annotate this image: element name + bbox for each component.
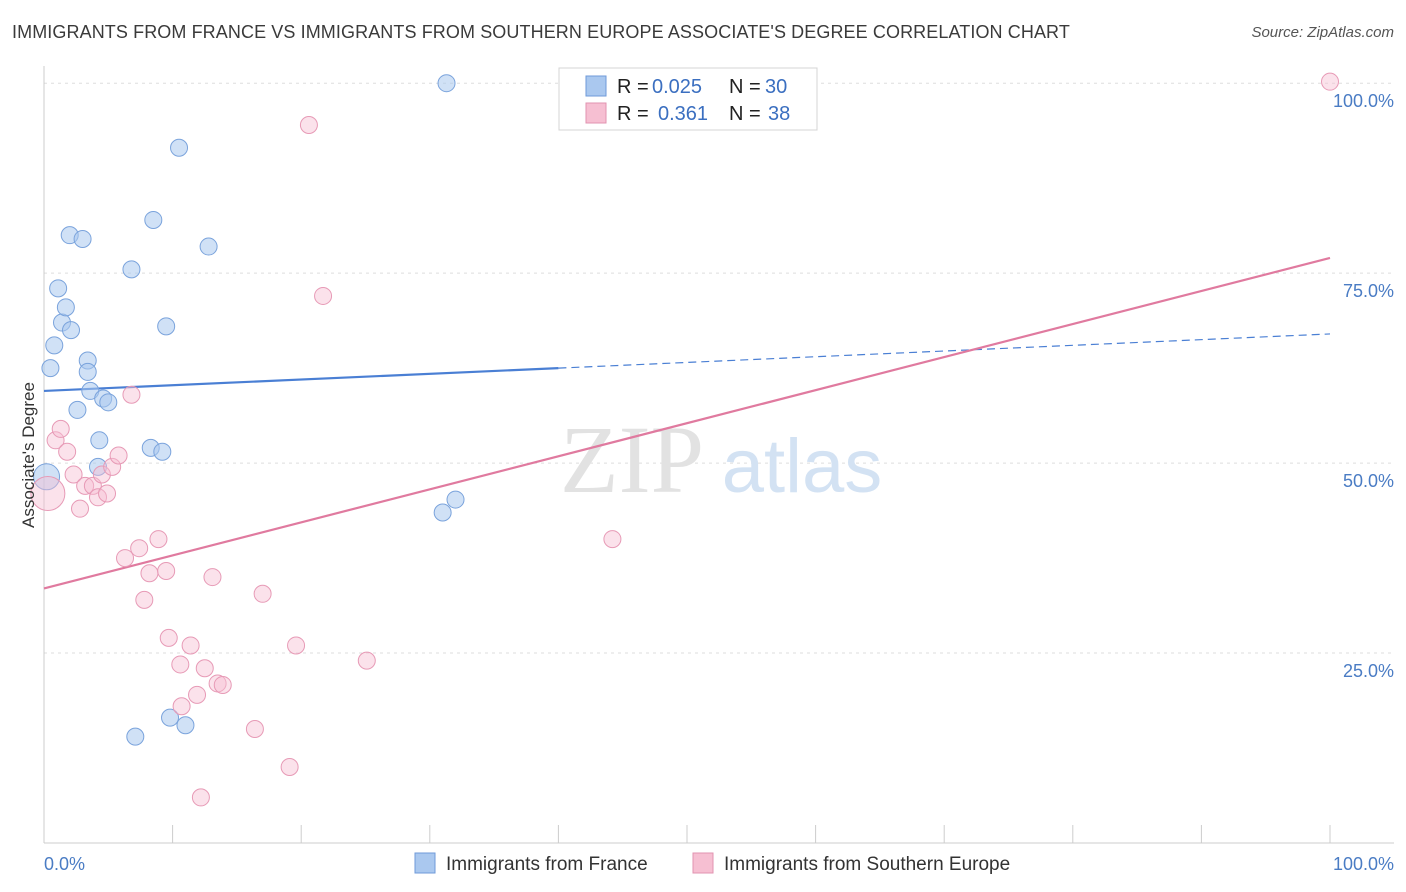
point-france	[176, 716, 195, 735]
grid-layer	[44, 82, 1394, 654]
y-tick-label: 75.0%	[1343, 281, 1394, 301]
point-southern	[357, 651, 376, 670]
point-france	[433, 503, 452, 522]
trend-line-southern	[43, 256, 1331, 590]
point-southern	[172, 697, 191, 716]
point-southern	[122, 385, 141, 404]
point-southern	[213, 675, 232, 694]
point-southern	[159, 628, 178, 647]
point-france	[62, 321, 81, 340]
point-france	[446, 490, 465, 509]
point-southern	[58, 442, 77, 461]
point-southern	[89, 488, 108, 507]
legend-n-value-southern: 38	[768, 103, 790, 125]
point-france	[122, 260, 141, 279]
point-southern	[203, 568, 222, 587]
point-southern	[287, 636, 306, 655]
point-southern	[130, 539, 149, 558]
point-france	[41, 359, 60, 378]
point-france	[99, 393, 118, 412]
point-france	[199, 237, 218, 256]
bottom-legend-label-southern: Immigrants from Southern Europe	[724, 854, 1010, 875]
point-southern	[245, 720, 264, 739]
bottom-legend-swatch-france	[414, 852, 436, 874]
legend-r-label-france: R =	[617, 76, 649, 98]
legend-r-value-france: 0.025	[652, 76, 702, 98]
point-southern	[76, 476, 95, 495]
x-tick-label-max: 100.0%	[1333, 854, 1394, 874]
legend-r-value-southern: 0.361	[658, 103, 708, 125]
point-southern	[157, 561, 176, 580]
point-france	[153, 442, 172, 461]
point-france	[73, 229, 92, 248]
legend-n-label-france: N =	[729, 76, 761, 98]
point-southern	[280, 758, 299, 777]
point-france	[170, 138, 189, 157]
point-southern	[188, 685, 207, 704]
bottom-legend-label-france: Immigrants from France	[446, 854, 648, 875]
point-southern	[51, 419, 70, 438]
trend-lines	[43, 256, 1331, 590]
point-southern	[109, 446, 128, 465]
source-label: Source: ZipAtlas.com	[1251, 24, 1394, 41]
point-southern	[1321, 72, 1339, 91]
point-france	[90, 431, 109, 450]
point-france	[144, 210, 163, 229]
point-southern	[92, 465, 111, 484]
legend-n-label-southern: N =	[729, 103, 761, 125]
legend-swatch-france	[585, 75, 607, 97]
point-southern	[171, 655, 190, 674]
point-southern	[314, 286, 333, 305]
legend-n-value-france: 30	[765, 76, 787, 98]
watermark-zip: ZIP	[560, 406, 704, 513]
point-southern	[30, 475, 66, 511]
y-tick-labels: 25.0% 50.0% 75.0% 100.0%	[1333, 91, 1394, 681]
point-southern	[195, 659, 214, 678]
points-layer	[30, 72, 1339, 807]
point-southern	[140, 564, 159, 583]
point-southern	[253, 584, 272, 603]
point-southern	[46, 431, 65, 450]
point-france	[78, 362, 97, 381]
point-france	[126, 727, 145, 746]
bottom-legend: Immigrants from France Immigrants from S…	[414, 852, 1010, 875]
point-southern	[64, 465, 83, 484]
point-southern	[181, 636, 200, 655]
point-france	[49, 279, 68, 298]
point-southern	[135, 590, 154, 609]
point-southern	[191, 788, 210, 807]
legend-box: R = 0.025 N = 30 R = 0.361 N = 38	[558, 67, 818, 131]
trend-line-france-extension	[558, 333, 1331, 369]
point-southern	[103, 457, 122, 476]
point-southern	[299, 115, 318, 134]
chart-title: IMMIGRANTS FROM FRANCE VS IMMIGRANTS FRO…	[12, 22, 1070, 42]
point-southern	[603, 530, 622, 549]
point-southern	[98, 484, 117, 503]
point-france	[45, 336, 64, 355]
watermark: ZIP atlas	[560, 406, 882, 513]
bottom-legend-swatch-southern	[692, 852, 714, 874]
x-tick-label-min: 0.0%	[44, 854, 85, 874]
point-france	[157, 317, 176, 336]
point-france	[68, 400, 87, 419]
point-southern	[116, 549, 135, 568]
legend-swatch-southern	[585, 102, 607, 124]
trend-line-france	[43, 367, 559, 393]
point-france	[56, 298, 75, 317]
watermark-atlas: atlas	[722, 424, 883, 509]
legend-r-label-southern: R =	[617, 103, 649, 125]
x-tick-labels: 0.0% 100.0%	[44, 854, 1394, 874]
axes-layer	[43, 66, 1394, 844]
point-southern	[71, 499, 90, 518]
point-france	[161, 708, 180, 727]
point-southern	[149, 530, 168, 549]
point-france	[437, 74, 456, 93]
y-axis-label: Associate's Degree	[19, 382, 38, 528]
y-tick-label: 100.0%	[1333, 91, 1394, 111]
y-tick-label: 50.0%	[1343, 471, 1394, 491]
y-tick-label: 25.0%	[1343, 661, 1394, 681]
